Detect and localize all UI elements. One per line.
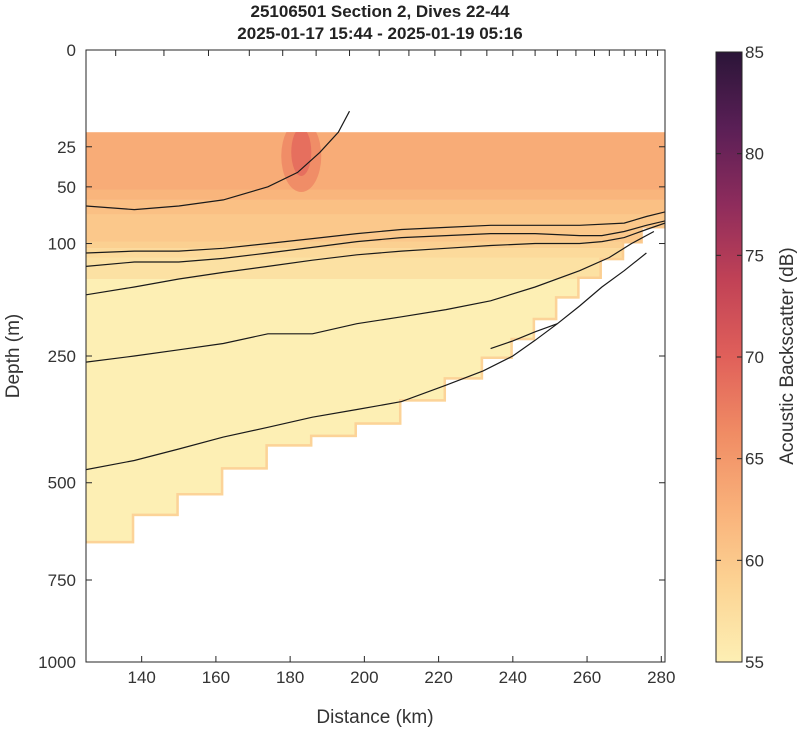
chart-title: 25106501 Section 2, Dives 22-44	[251, 2, 510, 21]
y-tick-label: 1000	[38, 653, 76, 672]
contour-line	[490, 323, 558, 350]
y-tick-label: 50	[57, 178, 76, 197]
contour-line	[86, 222, 665, 296]
x-tick-label: 220	[424, 668, 452, 687]
backscatter-field	[86, 132, 665, 544]
backscatter-blend	[86, 189, 665, 215]
backscatter-blend	[86, 241, 665, 258]
y-tick-label: 500	[48, 474, 76, 493]
y-tick-label: 250	[48, 347, 76, 366]
colorbar-tick-label: 55	[745, 653, 764, 672]
x-tick-label: 280	[647, 668, 675, 687]
y-axis-label: Depth (m)	[3, 314, 24, 398]
chart-subtitle: 2025-01-17 15:44 - 2025-01-19 05:16	[237, 24, 522, 43]
colorbar-tick-label: 75	[745, 246, 764, 265]
colorbar-tick-label: 85	[745, 43, 764, 62]
y-tick-label: 100	[48, 235, 76, 254]
colorbar-tick-label: 80	[745, 145, 764, 164]
colorbar-tick-label: 60	[745, 551, 764, 570]
colorbar-tick-label: 65	[745, 450, 764, 469]
x-tick-label: 240	[499, 668, 527, 687]
contour-line	[86, 252, 647, 471]
x-tick-label: 180	[276, 668, 304, 687]
y-tick-label: 0	[67, 41, 76, 60]
x-tick-label: 140	[127, 668, 155, 687]
x-tick-label: 260	[573, 668, 601, 687]
contour-line	[86, 230, 655, 363]
bottom-fringe	[86, 225, 665, 544]
colorbar-label: Acoustic Backscatter (dB)	[777, 247, 798, 465]
backscatter-band	[86, 278, 665, 544]
y-tick-label: 750	[48, 571, 76, 590]
axes: 140 160 180 200 220 240 260 280 0 25 50 100 250 500 75…	[38, 41, 675, 687]
contour-line	[86, 220, 665, 267]
x-axis-label: Distance (km)	[316, 707, 433, 728]
x-tick-label: 160	[202, 668, 230, 687]
plot-area	[86, 110, 665, 544]
contour-line	[86, 211, 665, 254]
colorbar-tick-label: 70	[745, 348, 764, 367]
contour-line	[86, 110, 351, 211]
colorbar: 55 60 65 70 75 80 85	[715, 43, 764, 672]
x-tick-label: 200	[350, 668, 378, 687]
backscatter-band	[86, 132, 665, 200]
y-tick-label: 25	[57, 138, 76, 157]
contour-lines	[86, 110, 665, 471]
